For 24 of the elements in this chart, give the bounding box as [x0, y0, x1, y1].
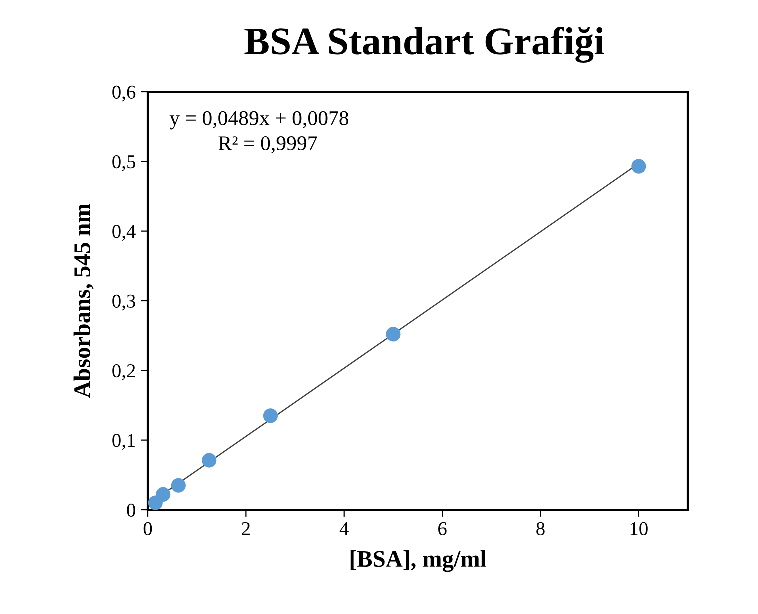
- point: [202, 453, 217, 468]
- annotation: y = 0,0489x + 0,0078: [170, 111, 349, 130]
- y-tick-label: 0,4: [112, 225, 136, 242]
- y-tick-label: 0,6: [112, 86, 136, 102]
- y-axis-title: Absorbans, 545 nm: [74, 204, 94, 398]
- x-tick-label: 8: [536, 522, 545, 536]
- point: [263, 408, 278, 424]
- point: [156, 487, 171, 502]
- annotation: R² = 0,9997: [218, 136, 318, 154]
- x-tick-label: 2: [242, 522, 250, 536]
- y-tick-label: 0,3: [112, 294, 136, 311]
- x-tick-label: 4: [340, 522, 349, 536]
- point: [386, 327, 401, 342]
- y-tick-label: 0: [127, 504, 136, 517]
- x-axis-title: [BSA], mg/ml: [350, 550, 486, 572]
- x-tick-label: 6: [438, 522, 447, 536]
- point: [171, 478, 186, 493]
- point: [632, 159, 646, 174]
- x-tick-label: 0: [144, 522, 152, 536]
- y-tick-label: 0,5: [112, 155, 136, 172]
- x-tick-label: 10: [630, 522, 648, 536]
- chart-title: BSA Standart Grafiği: [244, 27, 604, 63]
- y-tick-label: 0,1: [112, 434, 136, 450]
- y-tick-label: 0,2: [112, 364, 136, 380]
